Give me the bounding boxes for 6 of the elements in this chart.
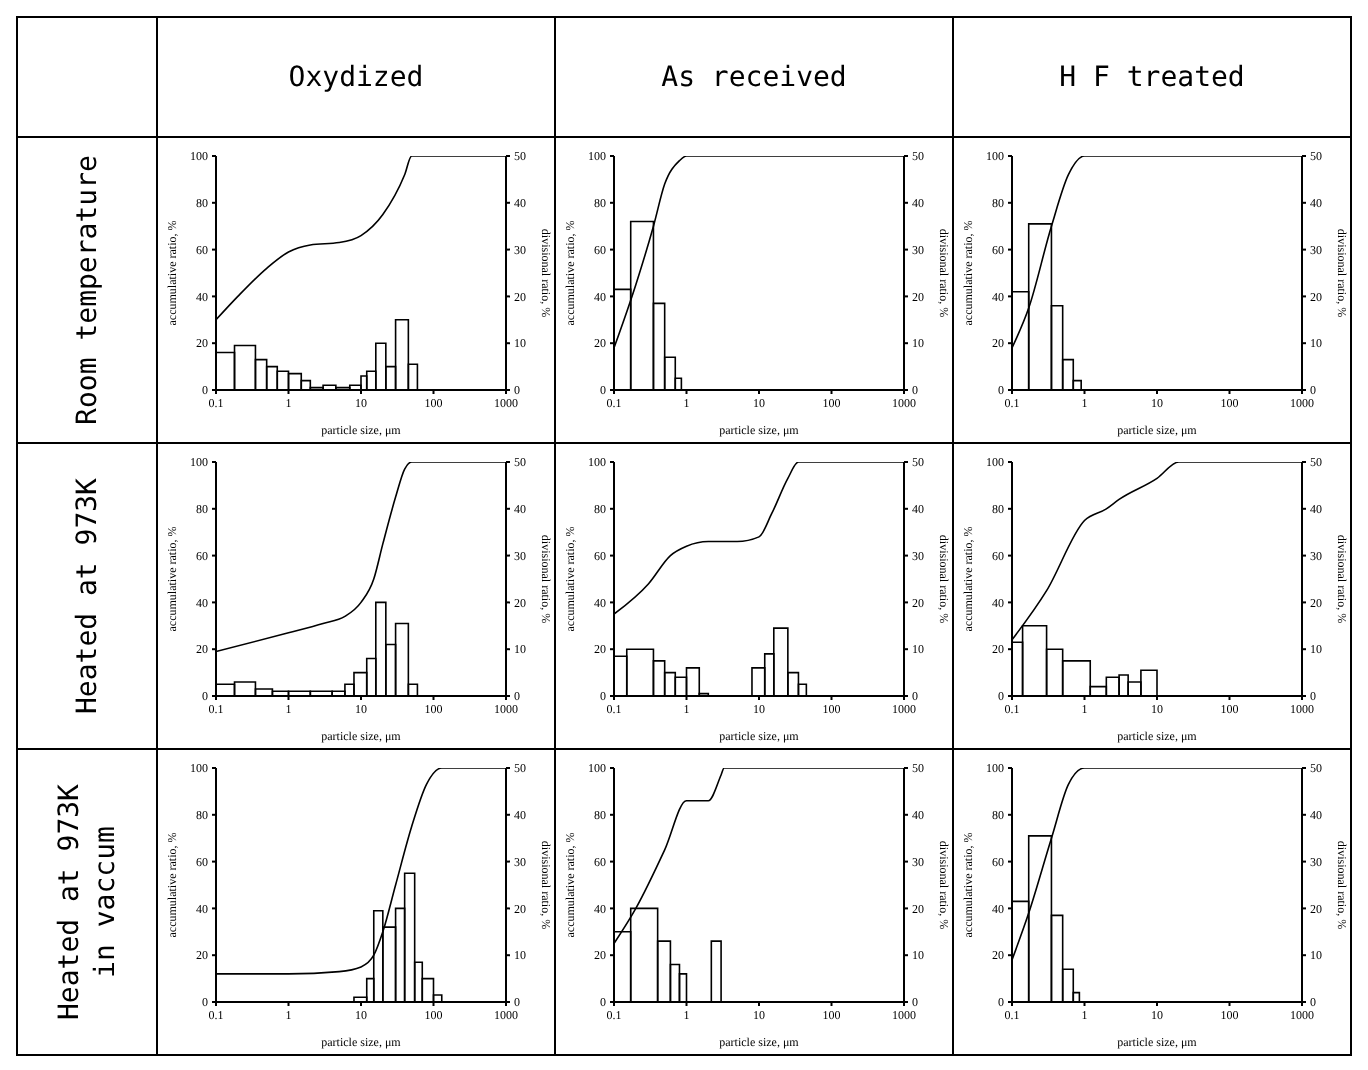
chart-title: H F treated (1059, 61, 1245, 93)
chart-title: As received (661, 61, 847, 93)
text: Room temperature (71, 155, 103, 425)
text: Heated at 973K (71, 478, 103, 715)
text: Heated at 973K in vaccum (53, 784, 121, 1021)
chart-title: Oxydized (288, 61, 424, 93)
